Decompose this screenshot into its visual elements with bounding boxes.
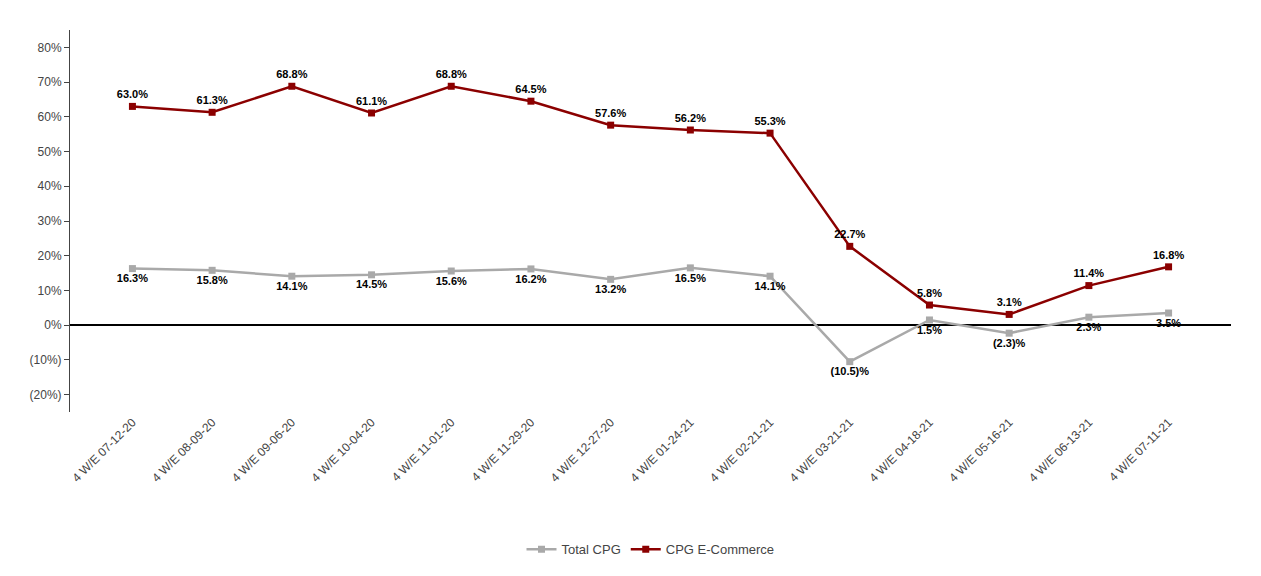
svg-text:4 W/E 12-27-20: 4 W/E 12-27-20 xyxy=(548,415,618,485)
svg-text:3.1%: 3.1% xyxy=(997,296,1022,308)
svg-text:0%: 0% xyxy=(44,318,62,332)
svg-text:4 W/E 06-13-21: 4 W/E 06-13-21 xyxy=(1026,415,1096,485)
svg-text:63.0%: 63.0% xyxy=(117,88,148,100)
svg-text:4 W/E 08-09-20: 4 W/E 08-09-20 xyxy=(149,415,219,485)
svg-text:16.3%: 16.3% xyxy=(117,272,148,284)
svg-text:4 W/E 11-29-20: 4 W/E 11-29-20 xyxy=(469,415,538,484)
svg-text:40%: 40% xyxy=(38,179,62,193)
svg-text:22.7%: 22.7% xyxy=(834,228,865,240)
svg-text:15.8%: 15.8% xyxy=(197,274,228,286)
svg-text:68.8%: 68.8% xyxy=(276,68,307,80)
svg-text:4 W/E 05-16-21: 4 W/E 05-16-21 xyxy=(946,415,1016,485)
svg-text:4 W/E 07-12-20: 4 W/E 07-12-20 xyxy=(69,415,139,485)
svg-text:4 W/E 02-21-21: 4 W/E 02-21-21 xyxy=(707,415,777,485)
svg-text:10%: 10% xyxy=(38,284,62,298)
svg-text:5.8%: 5.8% xyxy=(917,287,942,299)
svg-text:13.2%: 13.2% xyxy=(595,283,626,295)
svg-text:56.2%: 56.2% xyxy=(675,112,706,124)
svg-text:(2.3)%: (2.3)% xyxy=(993,337,1026,349)
svg-text:4 W/E 01-24-21: 4 W/E 01-24-21 xyxy=(627,415,697,485)
svg-text:70%: 70% xyxy=(38,75,62,89)
svg-text:80%: 80% xyxy=(38,41,62,55)
svg-text:4 W/E 07-11-21: 4 W/E 07-11-21 xyxy=(1106,415,1175,484)
svg-text:55.3%: 55.3% xyxy=(754,115,785,127)
svg-text:1.5%: 1.5% xyxy=(917,324,942,336)
svg-text:61.1%: 61.1% xyxy=(356,95,387,107)
svg-text:30%: 30% xyxy=(38,214,62,228)
svg-text:4 W/E 11-01-20: 4 W/E 11-01-20 xyxy=(389,415,458,484)
svg-text:4 W/E 03-21-21: 4 W/E 03-21-21 xyxy=(787,415,857,485)
svg-text:(10%): (10%) xyxy=(30,353,62,367)
svg-text:(10.5)%: (10.5)% xyxy=(830,365,869,377)
svg-text:Total CPG: Total CPG xyxy=(562,542,621,557)
svg-text:14.1%: 14.1% xyxy=(754,280,785,292)
svg-text:16.2%: 16.2% xyxy=(515,273,546,285)
svg-text:4 W/E 04-18-21: 4 W/E 04-18-21 xyxy=(866,415,936,485)
svg-text:14.5%: 14.5% xyxy=(356,278,387,290)
svg-text:4 W/E 09-06-20: 4 W/E 09-06-20 xyxy=(229,415,299,485)
svg-text:2.3%: 2.3% xyxy=(1076,321,1101,333)
svg-text:CPG E-Commerce: CPG E-Commerce xyxy=(666,542,774,557)
svg-text:60%: 60% xyxy=(38,110,62,124)
svg-text:11.4%: 11.4% xyxy=(1074,267,1105,279)
svg-text:50%: 50% xyxy=(38,145,62,159)
svg-text:16.8%: 16.8% xyxy=(1153,249,1184,261)
svg-text:61.3%: 61.3% xyxy=(197,94,228,106)
svg-text:3.5%: 3.5% xyxy=(1156,317,1181,329)
svg-text:64.5%: 64.5% xyxy=(515,83,546,95)
svg-text:4 W/E 10-04-20: 4 W/E 10-04-20 xyxy=(309,415,379,485)
svg-text:(20%): (20%) xyxy=(30,388,62,402)
svg-text:15.6%: 15.6% xyxy=(436,275,467,287)
svg-text:16.5%: 16.5% xyxy=(675,272,706,284)
svg-text:14.1%: 14.1% xyxy=(276,280,307,292)
svg-text:57.6%: 57.6% xyxy=(595,107,626,119)
svg-text:20%: 20% xyxy=(38,249,62,263)
svg-text:68.8%: 68.8% xyxy=(436,68,467,80)
